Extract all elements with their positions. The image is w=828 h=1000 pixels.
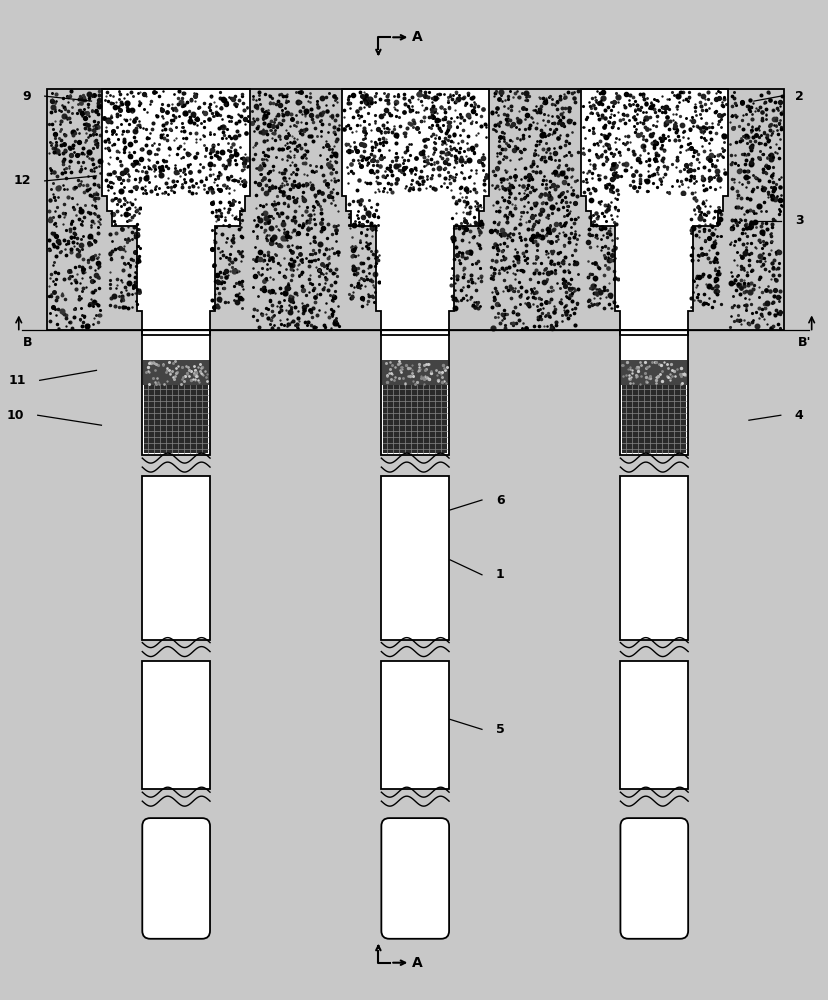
Polygon shape	[580, 89, 727, 335]
Text: 1: 1	[495, 568, 504, 581]
Text: 5: 5	[495, 723, 504, 736]
Text: 10: 10	[7, 409, 24, 422]
Bar	[143, 360, 209, 385]
Text: 4: 4	[794, 409, 802, 422]
Text: A: A	[412, 30, 422, 44]
Polygon shape	[341, 89, 489, 335]
Text: A: A	[412, 956, 422, 970]
Bar	[142, 661, 209, 789]
Bar	[142, 476, 209, 640]
Bar	[619, 661, 687, 789]
Bar	[142, 330, 209, 455]
Bar	[381, 661, 449, 789]
Bar	[142, 196, 209, 335]
Text: 2: 2	[794, 90, 802, 103]
FancyBboxPatch shape	[142, 818, 209, 939]
Bar	[381, 330, 449, 455]
Bar	[619, 476, 687, 640]
Bar	[46, 89, 782, 330]
Text: 9: 9	[22, 90, 31, 103]
Bar	[381, 196, 449, 335]
Bar	[144, 385, 208, 453]
FancyBboxPatch shape	[619, 818, 687, 939]
Text: B': B'	[797, 336, 811, 349]
Text: B: B	[22, 336, 32, 349]
Bar	[382, 360, 448, 385]
Bar	[383, 385, 446, 453]
Text: 3: 3	[794, 214, 802, 227]
Text: 12: 12	[13, 174, 31, 187]
Bar	[619, 196, 687, 335]
Bar	[621, 360, 686, 385]
Bar	[619, 330, 687, 455]
Bar	[381, 476, 449, 640]
Bar	[622, 385, 686, 453]
FancyBboxPatch shape	[381, 818, 449, 939]
Text: 6: 6	[495, 494, 504, 507]
Text: 11: 11	[8, 374, 26, 387]
Polygon shape	[103, 89, 249, 335]
